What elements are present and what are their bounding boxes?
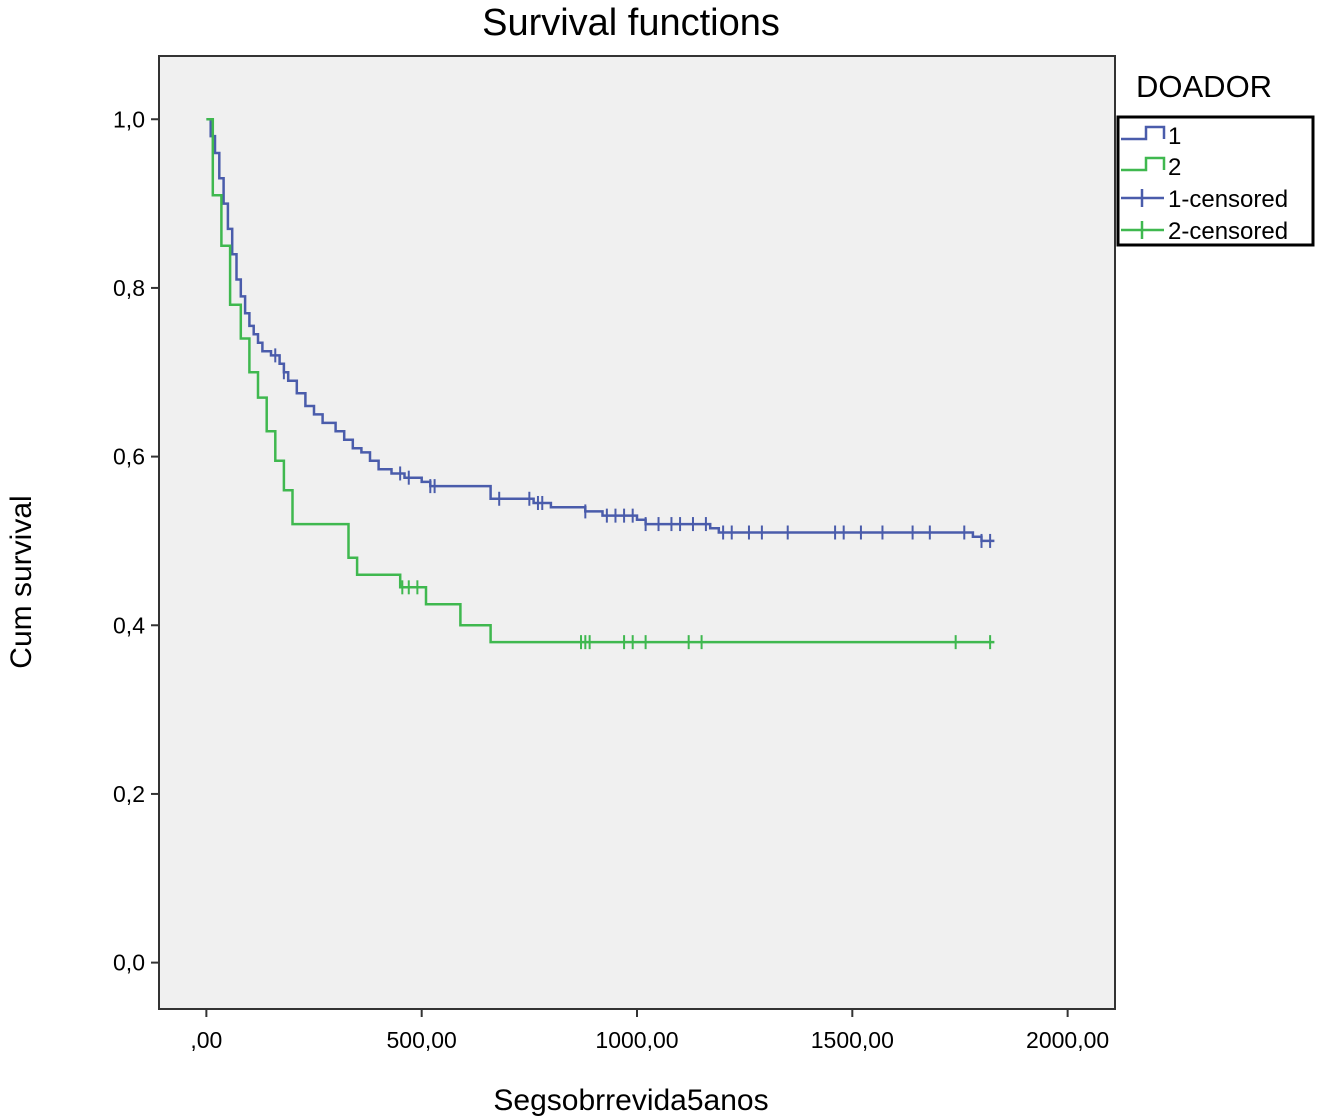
legend-entry-2-censored: 2-censored	[1121, 218, 1288, 245]
legend-label: 2-censored	[1168, 218, 1288, 245]
legend-swatch	[1121, 125, 1166, 141]
y-tick-label: 1,0	[113, 106, 145, 132]
legend: DOADOR 1 2 1-censored 2-censored	[1116, 69, 1315, 247]
legend-swatch	[1121, 156, 1166, 172]
y-tick-label: 0,6	[113, 444, 145, 470]
y-tick-label: 0,2	[113, 781, 145, 807]
legend-label: 1-censored	[1168, 186, 1288, 213]
x-axis: ,00 500,00 1000,00 1500,00 2000,00	[190, 1009, 1109, 1053]
x-tick-label: 500,00	[387, 1027, 457, 1053]
x-tick-label: ,00	[190, 1027, 222, 1053]
legend-box	[1116, 115, 1315, 247]
x-tick-label: 2000,00	[1026, 1027, 1109, 1053]
x-axis-label: Segsobrrevida5anos	[493, 1084, 768, 1117]
series-2-line	[206, 118, 995, 644]
legend-label: 2	[1168, 154, 1181, 181]
legend-label: 1	[1168, 123, 1181, 150]
y-tick-label: 0,4	[113, 612, 145, 638]
y-axis-label: Cum survival	[5, 495, 38, 668]
legend-entry-1-censored: 1-censored	[1121, 186, 1288, 213]
y-tick-label: 0,8	[113, 275, 145, 301]
x-tick-label: 1000,00	[595, 1027, 678, 1053]
legend-title: DOADOR	[1136, 69, 1272, 104]
y-axis: 0,0 0,2 0,4 0,6 0,8 1,0	[113, 106, 159, 976]
chart-title: Survival functions	[482, 2, 780, 44]
x-tick-label: 1500,00	[811, 1027, 894, 1053]
legend-entry-2: 2	[1121, 154, 1181, 181]
y-tick-label: 0,0	[113, 950, 145, 976]
series-1-line	[206, 118, 995, 543]
series-layer	[206, 118, 995, 650]
legend-entry-1: 1	[1121, 123, 1181, 150]
